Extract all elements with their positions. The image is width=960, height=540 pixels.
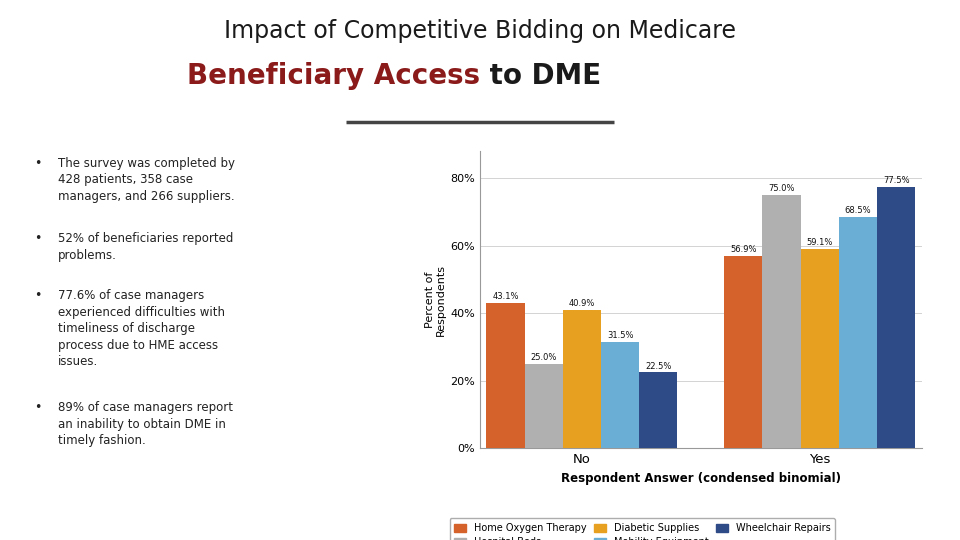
Bar	[639, 372, 678, 448]
Text: 52% of beneficiaries reported
problems.: 52% of beneficiaries reported problems.	[58, 232, 233, 261]
Bar	[877, 187, 915, 448]
Text: •: •	[35, 289, 42, 302]
Text: 31.5%: 31.5%	[607, 331, 634, 340]
Bar	[762, 195, 801, 448]
Text: The survey was completed by
428 patients, 358 case
managers, and 266 suppliers.: The survey was completed by 428 patients…	[58, 157, 234, 203]
Text: 59.1%: 59.1%	[806, 238, 833, 247]
Text: 43.1%: 43.1%	[492, 292, 518, 301]
Text: 89% of case managers report
an inability to obtain DME in
timely fashion.: 89% of case managers report an inability…	[58, 401, 232, 447]
Bar	[563, 310, 601, 448]
Bar	[801, 249, 839, 448]
Y-axis label: Percent of
Respondents: Percent of Respondents	[424, 264, 446, 336]
Text: 68.5%: 68.5%	[845, 206, 872, 215]
Text: Beneficiary Access: Beneficiary Access	[187, 62, 480, 90]
Text: Impact of Competitive Bidding on Medicare: Impact of Competitive Bidding on Medicar…	[224, 19, 736, 43]
Text: 75.0%: 75.0%	[768, 184, 795, 193]
Bar	[487, 303, 524, 448]
Text: 25.0%: 25.0%	[531, 353, 557, 362]
Text: 22.5%: 22.5%	[645, 362, 672, 370]
Bar	[601, 342, 639, 448]
Text: Beneficiary Access to DME: Beneficiary Access to DME	[273, 62, 687, 90]
Text: •: •	[35, 401, 42, 414]
Bar	[724, 256, 762, 448]
Text: 56.9%: 56.9%	[730, 246, 756, 254]
Text: 77.5%: 77.5%	[883, 176, 909, 185]
Text: •: •	[35, 232, 42, 245]
Text: 77.6% of case managers
experienced difficulties with
timeliness of discharge
pro: 77.6% of case managers experienced diffi…	[58, 289, 225, 368]
Bar	[524, 364, 563, 448]
Text: to DME: to DME	[480, 62, 601, 90]
Bar	[839, 217, 877, 448]
Text: 40.9%: 40.9%	[568, 300, 595, 308]
Text: •: •	[35, 157, 42, 170]
Legend: Home Oxygen Therapy, Hospital Beds, Diabetic Supplies, Mobility Equipment, Wheel: Home Oxygen Therapy, Hospital Beds, Diab…	[449, 518, 835, 540]
X-axis label: Respondent Answer (condensed binomial): Respondent Answer (condensed binomial)	[561, 471, 841, 484]
